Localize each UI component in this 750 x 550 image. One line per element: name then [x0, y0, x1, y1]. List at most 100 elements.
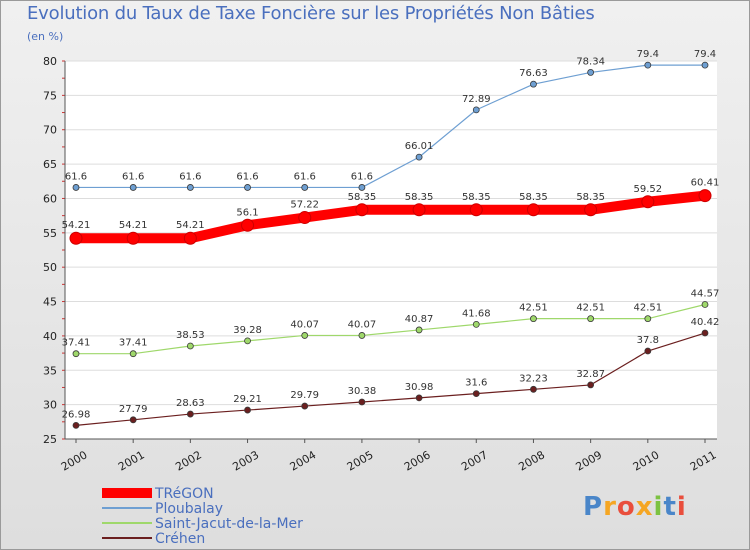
y-tick-label: 65 — [43, 158, 57, 171]
data-point — [472, 390, 480, 398]
data-label: 58.35 — [348, 192, 377, 203]
legend-label: Créhen — [155, 531, 205, 547]
data-point — [358, 332, 366, 339]
data-label: 72.89 — [462, 94, 491, 105]
data-point — [469, 203, 483, 217]
y-tick-label: 35 — [43, 364, 57, 377]
x-tick-label: 2002 — [173, 448, 204, 473]
y-tick-label: 55 — [43, 227, 57, 240]
data-label: 54.21 — [62, 220, 91, 231]
data-label: 29.21 — [233, 394, 262, 405]
data-label: 40.42 — [691, 317, 720, 328]
x-tick-label: 2000 — [59, 448, 90, 473]
data-point — [644, 315, 652, 323]
x-tick-label: 2007 — [459, 448, 490, 473]
data-label: 40.07 — [348, 319, 377, 330]
data-label: 79.4 — [637, 49, 659, 60]
y-tick-label: 45 — [43, 296, 57, 309]
data-point — [244, 184, 251, 191]
x-tick-label: 2006 — [402, 448, 433, 473]
x-tick-label: 2010 — [631, 448, 662, 473]
x-tick-label: 2004 — [288, 448, 319, 473]
data-point — [129, 416, 137, 424]
logo-letter: x — [635, 492, 654, 522]
data-point — [641, 195, 655, 209]
data-point — [298, 211, 312, 225]
data-label: 39.28 — [233, 325, 262, 336]
data-point — [72, 184, 80, 191]
series-line-2 — [75, 303, 706, 355]
logo-letter: t — [663, 492, 677, 522]
data-point — [301, 402, 309, 410]
x-tick-label: 2003 — [230, 448, 261, 473]
legend-label: Ploubalay — [155, 501, 223, 517]
data-point — [472, 320, 480, 328]
data-point — [472, 106, 480, 114]
data-label: 60.41 — [691, 178, 720, 189]
data-point — [69, 231, 83, 245]
data-label: 40.07 — [290, 319, 319, 330]
data-label: 38.53 — [176, 330, 205, 341]
data-point — [701, 329, 709, 337]
data-label: 30.38 — [348, 386, 377, 397]
y-tick-label: 30 — [43, 399, 57, 412]
logo-letter: P — [583, 492, 604, 522]
data-point — [183, 231, 197, 245]
data-point — [244, 406, 251, 414]
data-label: 41.68 — [462, 308, 491, 319]
data-point — [587, 69, 595, 76]
data-point — [358, 184, 366, 191]
data-label: 61.6 — [351, 171, 373, 182]
data-label: 44.57 — [691, 289, 720, 300]
legend-label: Saint-Jacut-de-la-Mer — [155, 516, 303, 532]
plot-area — [65, 61, 717, 439]
data-label: 31.6 — [465, 378, 487, 389]
y-tick-label: 80 — [43, 55, 57, 68]
data-point — [530, 80, 537, 88]
data-point — [530, 385, 537, 393]
x-tick-label: 2009 — [574, 448, 605, 473]
data-label: 58.35 — [405, 192, 434, 203]
x-tick-label: 2008 — [516, 448, 547, 473]
data-label: 58.35 — [519, 192, 548, 203]
data-point — [587, 381, 595, 389]
data-point — [698, 189, 712, 203]
data-point — [186, 184, 194, 191]
data-point — [701, 301, 709, 308]
data-point — [644, 347, 652, 355]
data-point — [129, 350, 137, 358]
data-point — [186, 410, 194, 418]
data-point — [412, 203, 426, 217]
y-tick-label: 70 — [43, 124, 57, 137]
y-tick-label: 50 — [43, 261, 57, 274]
data-label: 76.63 — [519, 68, 548, 79]
legend-label: TRéGON — [154, 486, 214, 502]
logo-letter: r — [603, 492, 617, 522]
data-point — [644, 61, 652, 69]
x-tick-label: 2005 — [345, 448, 376, 473]
data-label: 32.87 — [576, 369, 605, 380]
data-label: 58.35 — [576, 192, 605, 203]
x-tick-label: 2001 — [116, 448, 147, 473]
data-label: 61.6 — [65, 171, 87, 182]
data-point — [129, 184, 137, 191]
logo-letter: i — [676, 492, 687, 522]
logo-letter: i — [653, 492, 664, 522]
data-point — [126, 231, 140, 245]
data-label: 58.35 — [462, 192, 491, 203]
data-label: 61.6 — [294, 171, 316, 182]
data-label: 54.21 — [119, 220, 148, 231]
data-label: 66.01 — [405, 141, 434, 152]
data-point — [358, 398, 366, 406]
data-label: 29.79 — [290, 390, 319, 401]
data-point — [587, 315, 595, 323]
y-tick-label: 40 — [43, 330, 57, 343]
data-label: 61.6 — [122, 171, 144, 182]
data-label: 40.87 — [405, 314, 434, 325]
data-point — [526, 203, 540, 217]
data-label: 57.22 — [290, 200, 319, 211]
data-label: 61.6 — [179, 171, 201, 182]
series-line-0 — [71, 190, 710, 244]
data-label: 32.23 — [519, 373, 548, 384]
